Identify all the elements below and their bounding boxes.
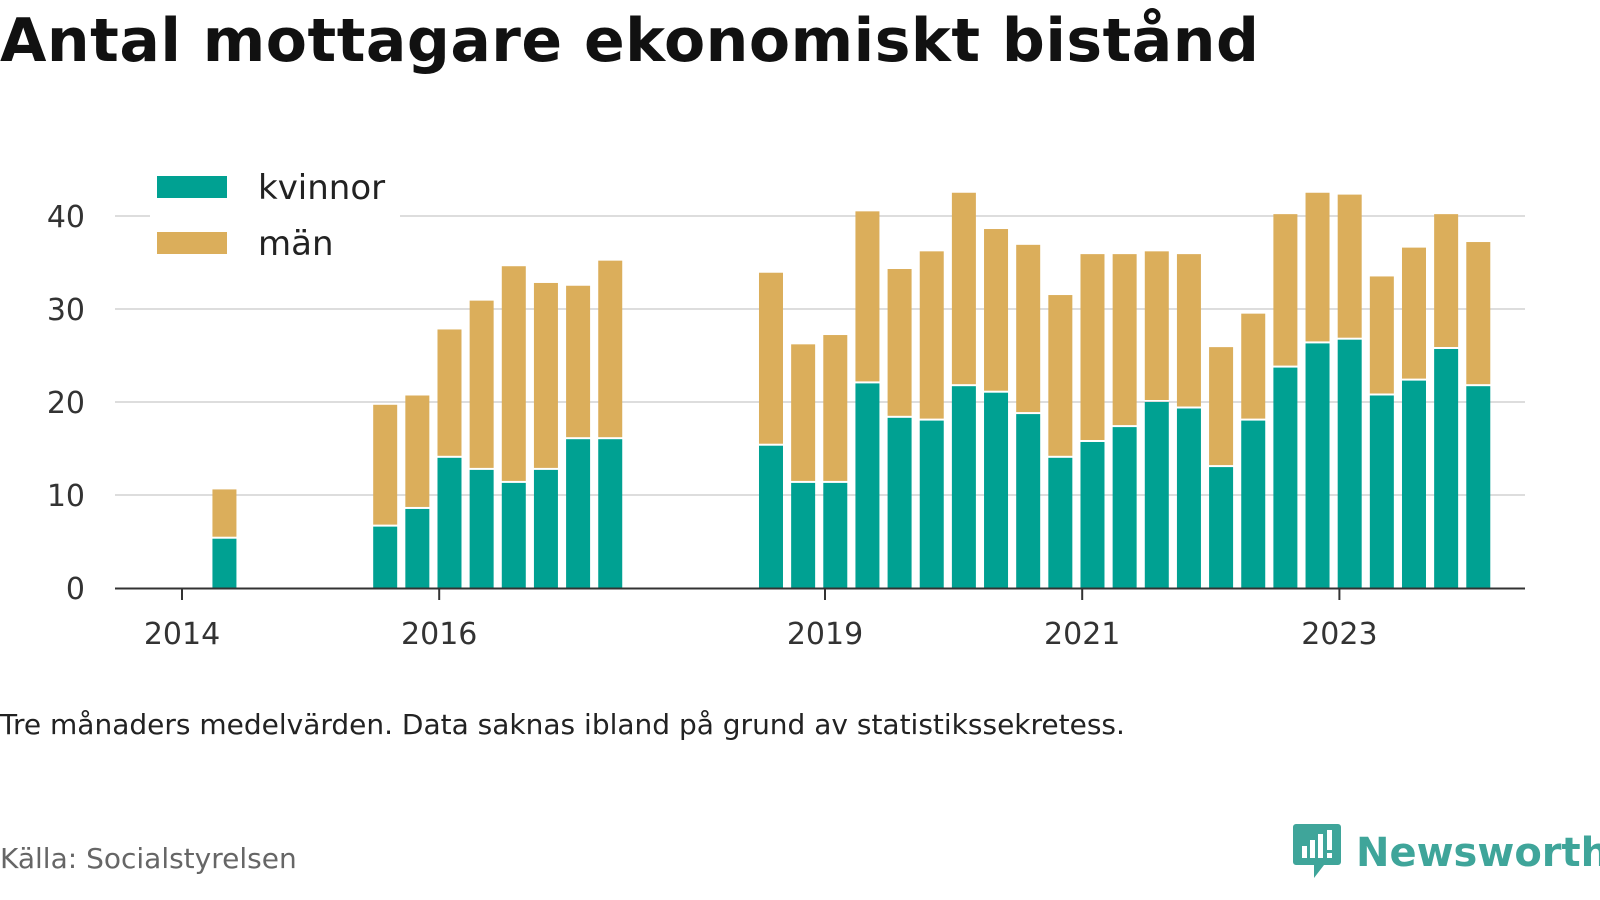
bar-kvinnor — [791, 482, 816, 588]
x-tick-label: 2016 — [401, 617, 477, 652]
legend-label-man: män — [258, 224, 334, 264]
y-tick-label: 0 — [66, 572, 85, 607]
bar-kvinnor — [1112, 427, 1137, 588]
bar-kvinnor — [1209, 467, 1234, 588]
y-tick-label: 10 — [47, 479, 85, 514]
bar-man — [501, 266, 526, 481]
bar-kvinnor — [373, 526, 398, 588]
bar-kvinnor — [405, 508, 430, 588]
bar-man — [1337, 194, 1362, 338]
y-axis-ticks: 0 10 20 30 40 — [47, 200, 85, 607]
source-credit: Källa: Socialstyrelsen — [0, 842, 297, 875]
bar-man — [437, 329, 462, 456]
bar-kvinnor — [1337, 339, 1362, 588]
bar-man — [1273, 214, 1298, 366]
bar-man — [887, 269, 912, 416]
bar-man — [1305, 192, 1330, 342]
bar-man — [1144, 251, 1169, 400]
legend-swatch-man — [157, 232, 227, 254]
bar-man — [1401, 247, 1426, 379]
bar-man — [1016, 244, 1041, 413]
x-tick-label: 2014 — [144, 617, 220, 652]
x-tick-label: 2023 — [1301, 617, 1377, 652]
bar-kvinnor — [1466, 386, 1491, 588]
bar-man — [1209, 347, 1234, 466]
bar-man — [566, 285, 591, 438]
bar-man — [1176, 254, 1201, 407]
legend-label-kvinnor: kvinnor — [258, 168, 385, 208]
bar-man — [1369, 276, 1394, 394]
x-tick-label: 2019 — [787, 617, 863, 652]
bar-kvinnor — [1048, 457, 1073, 588]
bar-man — [1241, 313, 1266, 419]
chart-title: Antal mottagare ekonomiskt bistånd — [0, 6, 1260, 76]
x-axis-ticks: 2014 2016 2019 2021 2023 — [144, 588, 1378, 652]
bar-kvinnor — [566, 439, 591, 588]
bar-kvinnor — [1241, 420, 1266, 588]
y-tick-label: 20 — [47, 386, 85, 421]
bar-kvinnor — [887, 417, 912, 588]
bar-kvinnor — [1401, 380, 1426, 588]
chart-note: Tre månaders medelvärden. Data saknas ib… — [0, 708, 1125, 741]
bar-man — [373, 404, 398, 525]
bar-man — [1112, 254, 1137, 426]
x-tick-label: 2021 — [1044, 617, 1120, 652]
bar-kvinnor — [1080, 441, 1105, 588]
bar-man — [791, 344, 816, 481]
bar-kvinnor — [212, 538, 237, 588]
bar-kvinnor — [951, 386, 976, 588]
bar-kvinnor — [1176, 408, 1201, 588]
y-tick-label: 30 — [47, 293, 85, 328]
bar-kvinnor — [598, 439, 623, 588]
bar-kvinnor — [919, 420, 944, 588]
bar-kvinnor — [984, 392, 1009, 588]
bar-kvinnor — [1369, 395, 1394, 588]
bar-kvinnor — [1144, 402, 1169, 588]
bar-man — [1080, 254, 1105, 440]
bar-kvinnor — [469, 469, 494, 588]
bar-man — [919, 251, 944, 419]
bar-man — [598, 260, 623, 438]
bar-kvinnor — [758, 445, 783, 588]
bar-man — [1466, 242, 1491, 385]
bar-man — [1048, 295, 1073, 456]
bar-kvinnor — [437, 457, 462, 588]
bar-man — [823, 335, 848, 481]
brand-name: Newsworthy — [1356, 830, 1600, 876]
bar-kvinnor — [1305, 343, 1330, 588]
y-tick-label: 40 — [47, 200, 85, 235]
bar-man — [758, 272, 783, 444]
newsworthy-logo-icon — [1292, 822, 1342, 884]
bar-kvinnor — [501, 482, 526, 588]
bar-man — [1434, 214, 1459, 347]
bar-kvinnor — [823, 482, 848, 588]
bar-man — [533, 282, 558, 468]
legend: kvinnor män — [150, 168, 400, 268]
legend-swatch-kvinnor — [157, 176, 227, 198]
bars — [212, 192, 1491, 588]
bar-man — [855, 211, 880, 382]
bar-kvinnor — [855, 383, 880, 588]
bar-man — [405, 395, 430, 507]
brand-logo[interactable]: Newsworthy — [1292, 822, 1600, 884]
bar-man — [951, 192, 976, 385]
bar-kvinnor — [533, 469, 558, 588]
bar-kvinnor — [1016, 414, 1041, 588]
bar-man — [469, 300, 494, 468]
bar-man — [212, 489, 237, 537]
bar-kvinnor — [1434, 348, 1459, 588]
bar-man — [984, 229, 1009, 391]
bar-kvinnor — [1273, 367, 1298, 588]
